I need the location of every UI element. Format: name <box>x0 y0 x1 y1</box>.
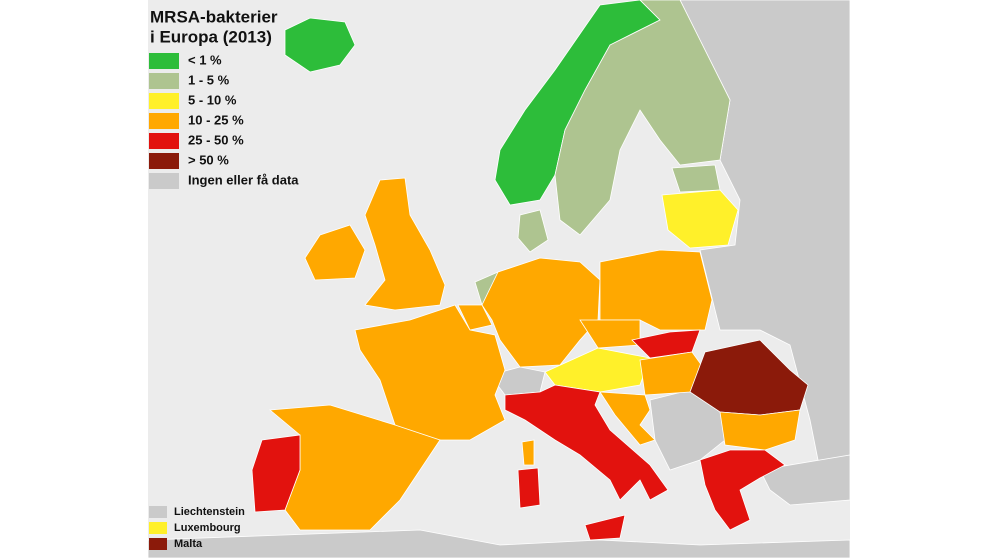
legend-label: Malta <box>174 538 203 550</box>
legend-swatch <box>149 153 179 169</box>
sardinia <box>517 467 541 509</box>
title-line: MRSA-bakterier <box>150 7 278 26</box>
legend-swatch <box>149 73 179 89</box>
poland <box>599 249 713 331</box>
legend-label: Ingen eller få data <box>188 172 299 187</box>
legend-label: 1 - 5 % <box>188 72 230 87</box>
legend-swatch <box>149 522 167 534</box>
legend-swatch <box>149 506 167 518</box>
legend-label: 5 - 10 % <box>188 92 237 107</box>
legend-label: Liechtenstein <box>174 506 245 518</box>
sweden-finland <box>554 0 731 236</box>
legend-label: > 50 % <box>188 152 229 167</box>
legend-swatch <box>149 53 179 69</box>
legend-label: < 1 % <box>188 52 222 67</box>
france <box>354 304 506 441</box>
small-country-legend: Liechtenstein Luxembourg Malta <box>149 506 245 550</box>
slovakia <box>631 329 701 359</box>
legend-swatch <box>149 538 167 550</box>
bulgaria <box>719 409 801 451</box>
legend-label: 25 - 50 % <box>188 132 244 147</box>
estonia <box>671 164 721 193</box>
legend-label: 10 - 25 % <box>188 112 244 127</box>
united-kingdom <box>364 177 446 311</box>
belgium <box>457 304 493 331</box>
map <box>147 0 851 558</box>
legend-label: Luxembourg <box>174 522 241 534</box>
iceland <box>284 17 356 73</box>
portugal <box>251 434 301 513</box>
denmark <box>517 209 549 253</box>
latvia-lithuania <box>661 189 739 249</box>
legend-swatch <box>149 133 179 149</box>
legend-swatch <box>149 113 179 129</box>
land-no-data <box>147 529 851 558</box>
legend: < 1 % 1 - 5 % 5 - 10 % 10 - 25 % 25 - 50 % > … <box>149 52 299 189</box>
germany <box>481 257 601 368</box>
greece <box>699 449 786 531</box>
sicily <box>584 514 626 541</box>
title-line: i Europa (2013) <box>150 27 272 46</box>
corsica <box>521 439 535 466</box>
ireland <box>304 224 366 281</box>
italy <box>504 384 669 501</box>
legend-swatch <box>149 173 179 189</box>
croatia-slovenia <box>599 391 656 446</box>
land-no-data <box>759 454 851 506</box>
legend-swatch <box>149 93 179 109</box>
